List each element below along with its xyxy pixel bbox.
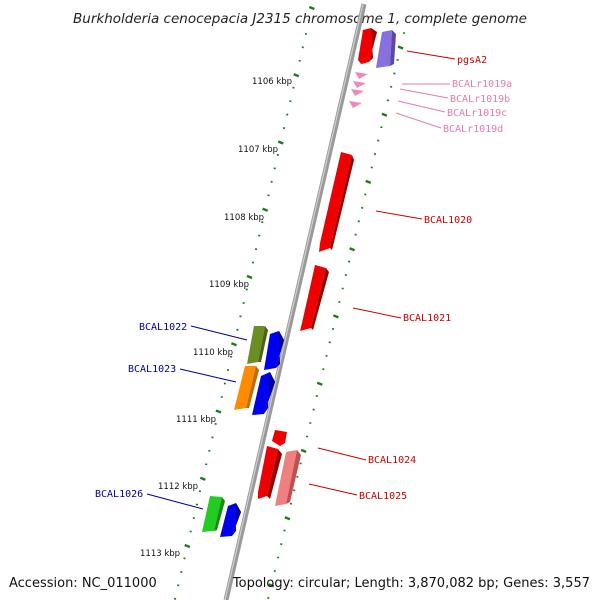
gene-BCAL1024-long-side <box>267 449 282 499</box>
accession-text: Accession: NC_011000 <box>9 576 157 591</box>
gene-BCALr1019a[interactable] <box>355 72 368 79</box>
chromosome-backbone <box>223 3 367 600</box>
gene-BCAL1025[interactable] <box>275 450 297 506</box>
gene-BCAL1023[interactable] <box>234 366 256 410</box>
leader-BCAL1025 <box>308 483 358 496</box>
gene-pgsA2[interactable] <box>376 30 392 68</box>
gene-label-BCAL1025[interactable]: BCAL1025 <box>359 491 407 502</box>
map-title: Burkholderia cenocepacia J2315 chromosom… <box>73 11 527 27</box>
gene-BCAL1022[interactable] <box>247 326 265 364</box>
gene-BCAL1023-side <box>246 366 259 408</box>
gene-label-BCALr1019d[interactable]: BCALr1019d <box>443 124 503 135</box>
gene-BCAL1024[interactable] <box>272 430 287 446</box>
gene-BCAL1022-blue[interactable] <box>264 331 284 370</box>
topology-text: Topology: circular; Length: 3,870,082 bp… <box>232 576 590 591</box>
major-tick-L5 <box>293 73 300 78</box>
leader-pgsA2 <box>406 50 456 60</box>
major-tick-L20 <box>246 274 253 280</box>
kbp-label-1111: 1111 kbp <box>176 415 216 425</box>
gene-BCALr1019c[interactable] <box>351 89 364 96</box>
leader-BCAL1021 <box>352 307 402 319</box>
major-tick-L15 <box>262 207 269 212</box>
major-tick-L30 <box>215 409 222 414</box>
major-tick-R36 <box>284 516 291 521</box>
gene-BCAL1022-blue-side <box>276 331 284 368</box>
gene-label-BCAL1020[interactable]: BCAL1020 <box>424 215 472 226</box>
kbp-axis: 1106 kbp 1107 kbp 1108 kbp 1109 kbp 1110… <box>140 77 292 559</box>
major-tick-R6 <box>381 112 388 117</box>
leader-BCAL1020 <box>375 210 423 220</box>
major-tick-R41 <box>268 583 275 588</box>
gene-BCAL1026-side <box>214 497 225 531</box>
gene-label-BCAL1022[interactable]: BCAL1022 <box>139 322 187 333</box>
gene-BCALr1019b[interactable] <box>353 81 366 88</box>
gene-red-pgsA2-neighbor-side <box>369 28 377 62</box>
kbp-label-1108: 1108 kbp <box>224 213 264 223</box>
genes-right <box>258 28 396 506</box>
gene-label-BCAL1026[interactable]: BCAL1026 <box>95 489 143 500</box>
major-tick-L0 <box>308 5 315 11</box>
major-tick-R11 <box>365 179 372 185</box>
tick-tracks <box>173 5 406 600</box>
gene-label-BCALr1019c[interactable]: BCALr1019c <box>447 108 507 119</box>
gene-label-pgsA2[interactable]: pgsA2 <box>457 55 487 66</box>
major-tick-L25 <box>230 342 237 347</box>
gene-label-BCAL1024[interactable]: BCAL1024 <box>368 455 416 466</box>
gene-pgsA2-side <box>390 30 396 66</box>
kbp-label-1110: 1110 kbp <box>193 348 233 358</box>
gene-label-group: pgsA2 BCALr1019a BCALr1019b BCALr1019c B… <box>95 55 512 502</box>
gene-BCAL1021[interactable] <box>300 265 326 331</box>
major-tick-R1 <box>397 45 404 50</box>
kbp-label-1112: 1112 kbp <box>158 482 198 492</box>
gene-BCAL1021-side <box>311 268 329 330</box>
gene-label-BCALr1019a[interactable]: BCALr1019a <box>452 79 512 90</box>
leader-BCALr1019d <box>395 112 442 129</box>
major-tick-L35 <box>199 476 206 481</box>
leader-BCAL1023 <box>179 368 237 383</box>
major-tick-R16 <box>349 247 356 252</box>
gene-BCAL1026[interactable] <box>202 496 222 532</box>
gene-BCAL1023-blue[interactable] <box>252 372 275 415</box>
kbp-label-1106: 1106 kbp <box>252 77 292 87</box>
gene-BCAL1022-side <box>258 326 268 362</box>
gene-BCAL1026-blue[interactable] <box>220 503 241 537</box>
kbp-label-1109: 1109 kbp <box>209 280 249 290</box>
leader-BCAL1024 <box>317 447 367 461</box>
major-tick-L10 <box>277 140 284 145</box>
gene-label-BCAL1023[interactable]: BCAL1023 <box>128 364 176 375</box>
leader-BCALr1019c <box>397 100 446 113</box>
kbp-label-1107: 1107 kbp <box>238 145 278 155</box>
leader-BCAL1026 <box>146 493 204 510</box>
gene-BCAL1024-long[interactable] <box>258 446 278 499</box>
major-tick-R31 <box>300 448 307 454</box>
major-tick-R26 <box>316 381 323 386</box>
gene-label-BCAL1021[interactable]: BCAL1021 <box>403 313 451 324</box>
leader-BCAL1022 <box>190 325 248 341</box>
gene-BCALr1019d[interactable] <box>349 101 362 108</box>
kbp-label-1113: 1113 kbp <box>140 549 180 559</box>
gene-BCAL1026-blue-side <box>232 503 241 536</box>
gene-BCAL1023-blue-side <box>264 372 275 414</box>
major-tick-L40 <box>184 543 191 549</box>
leader-BCALr1019b <box>399 88 449 99</box>
gene-label-BCALr1019b[interactable]: BCALr1019b <box>450 94 510 105</box>
gene-BCAL1020-side <box>330 155 354 250</box>
gene-BCAL1025-side <box>286 450 301 504</box>
genes-left <box>202 326 284 537</box>
label-leaders <box>146 50 456 510</box>
major-tick-R21 <box>332 314 339 319</box>
chromosome-backbone-highlight <box>224 3 364 600</box>
gene-BCAL1020[interactable] <box>319 152 352 252</box>
